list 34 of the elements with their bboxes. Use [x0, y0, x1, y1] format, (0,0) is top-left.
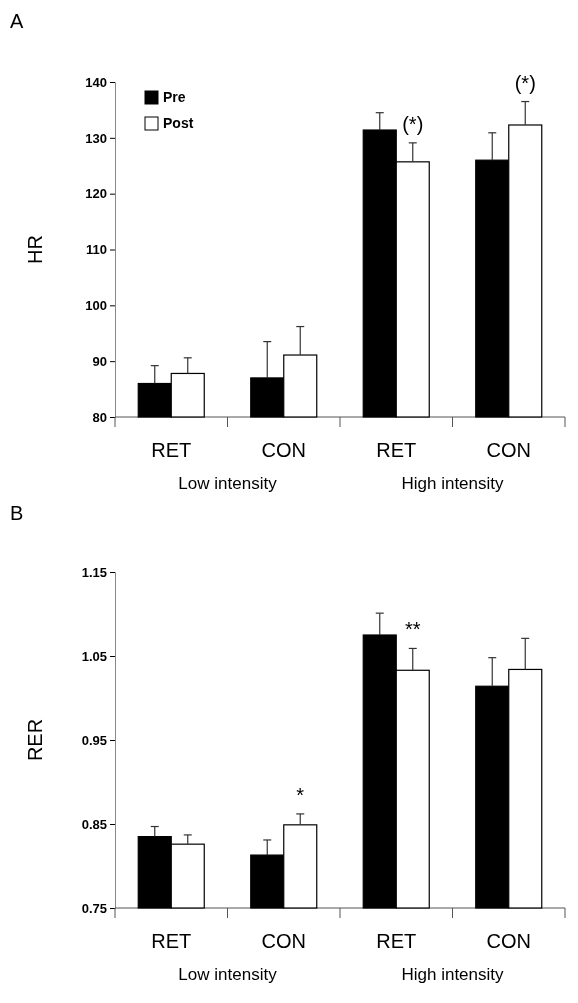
- y-axis-title: HR: [24, 235, 46, 264]
- y-tick-label: 110: [86, 242, 107, 258]
- annotation: (*): [514, 71, 536, 94]
- y-tick-label: 80: [92, 409, 107, 425]
- legend-label: Pre: [163, 89, 186, 105]
- x-tick-label: RET: [151, 930, 192, 952]
- text: Low intensity: [178, 965, 278, 984]
- x-tick-label: CON: [261, 930, 306, 952]
- text: High intensity: [401, 474, 505, 493]
- chart-title: A: [10, 10, 24, 32]
- annotation: *: [296, 783, 305, 806]
- chart-title: B: [10, 502, 24, 524]
- text: High intensity: [401, 965, 505, 984]
- legend-label: Post: [163, 115, 194, 131]
- annotation: **: [404, 618, 421, 641]
- y-tick-label: 0.75: [81, 900, 107, 916]
- y-tick-label: 120: [85, 186, 107, 202]
- x-tick-label: CON: [486, 930, 531, 952]
- y-tick-label: 1.05: [81, 648, 107, 664]
- x-tick-label: RET: [376, 930, 417, 952]
- y-tick-label: 1.15: [81, 564, 107, 580]
- x-tick-label: RET: [376, 439, 417, 461]
- x-tick-label: CON: [261, 439, 306, 461]
- y-axis-title: RER: [24, 718, 46, 762]
- y-tick-label: 0.95: [81, 732, 107, 748]
- y-tick-label: 130: [85, 130, 107, 146]
- y-tick-label: 100: [85, 297, 107, 313]
- x-tick-label: CON: [486, 439, 531, 461]
- annotation: (*): [402, 112, 424, 135]
- y-tick-label: 90: [92, 353, 107, 369]
- x-tick-label: RET: [151, 439, 192, 461]
- y-tick-label: 140: [85, 74, 107, 90]
- text: Low intensity: [178, 474, 278, 493]
- y-tick-label: 0.85: [81, 816, 107, 832]
